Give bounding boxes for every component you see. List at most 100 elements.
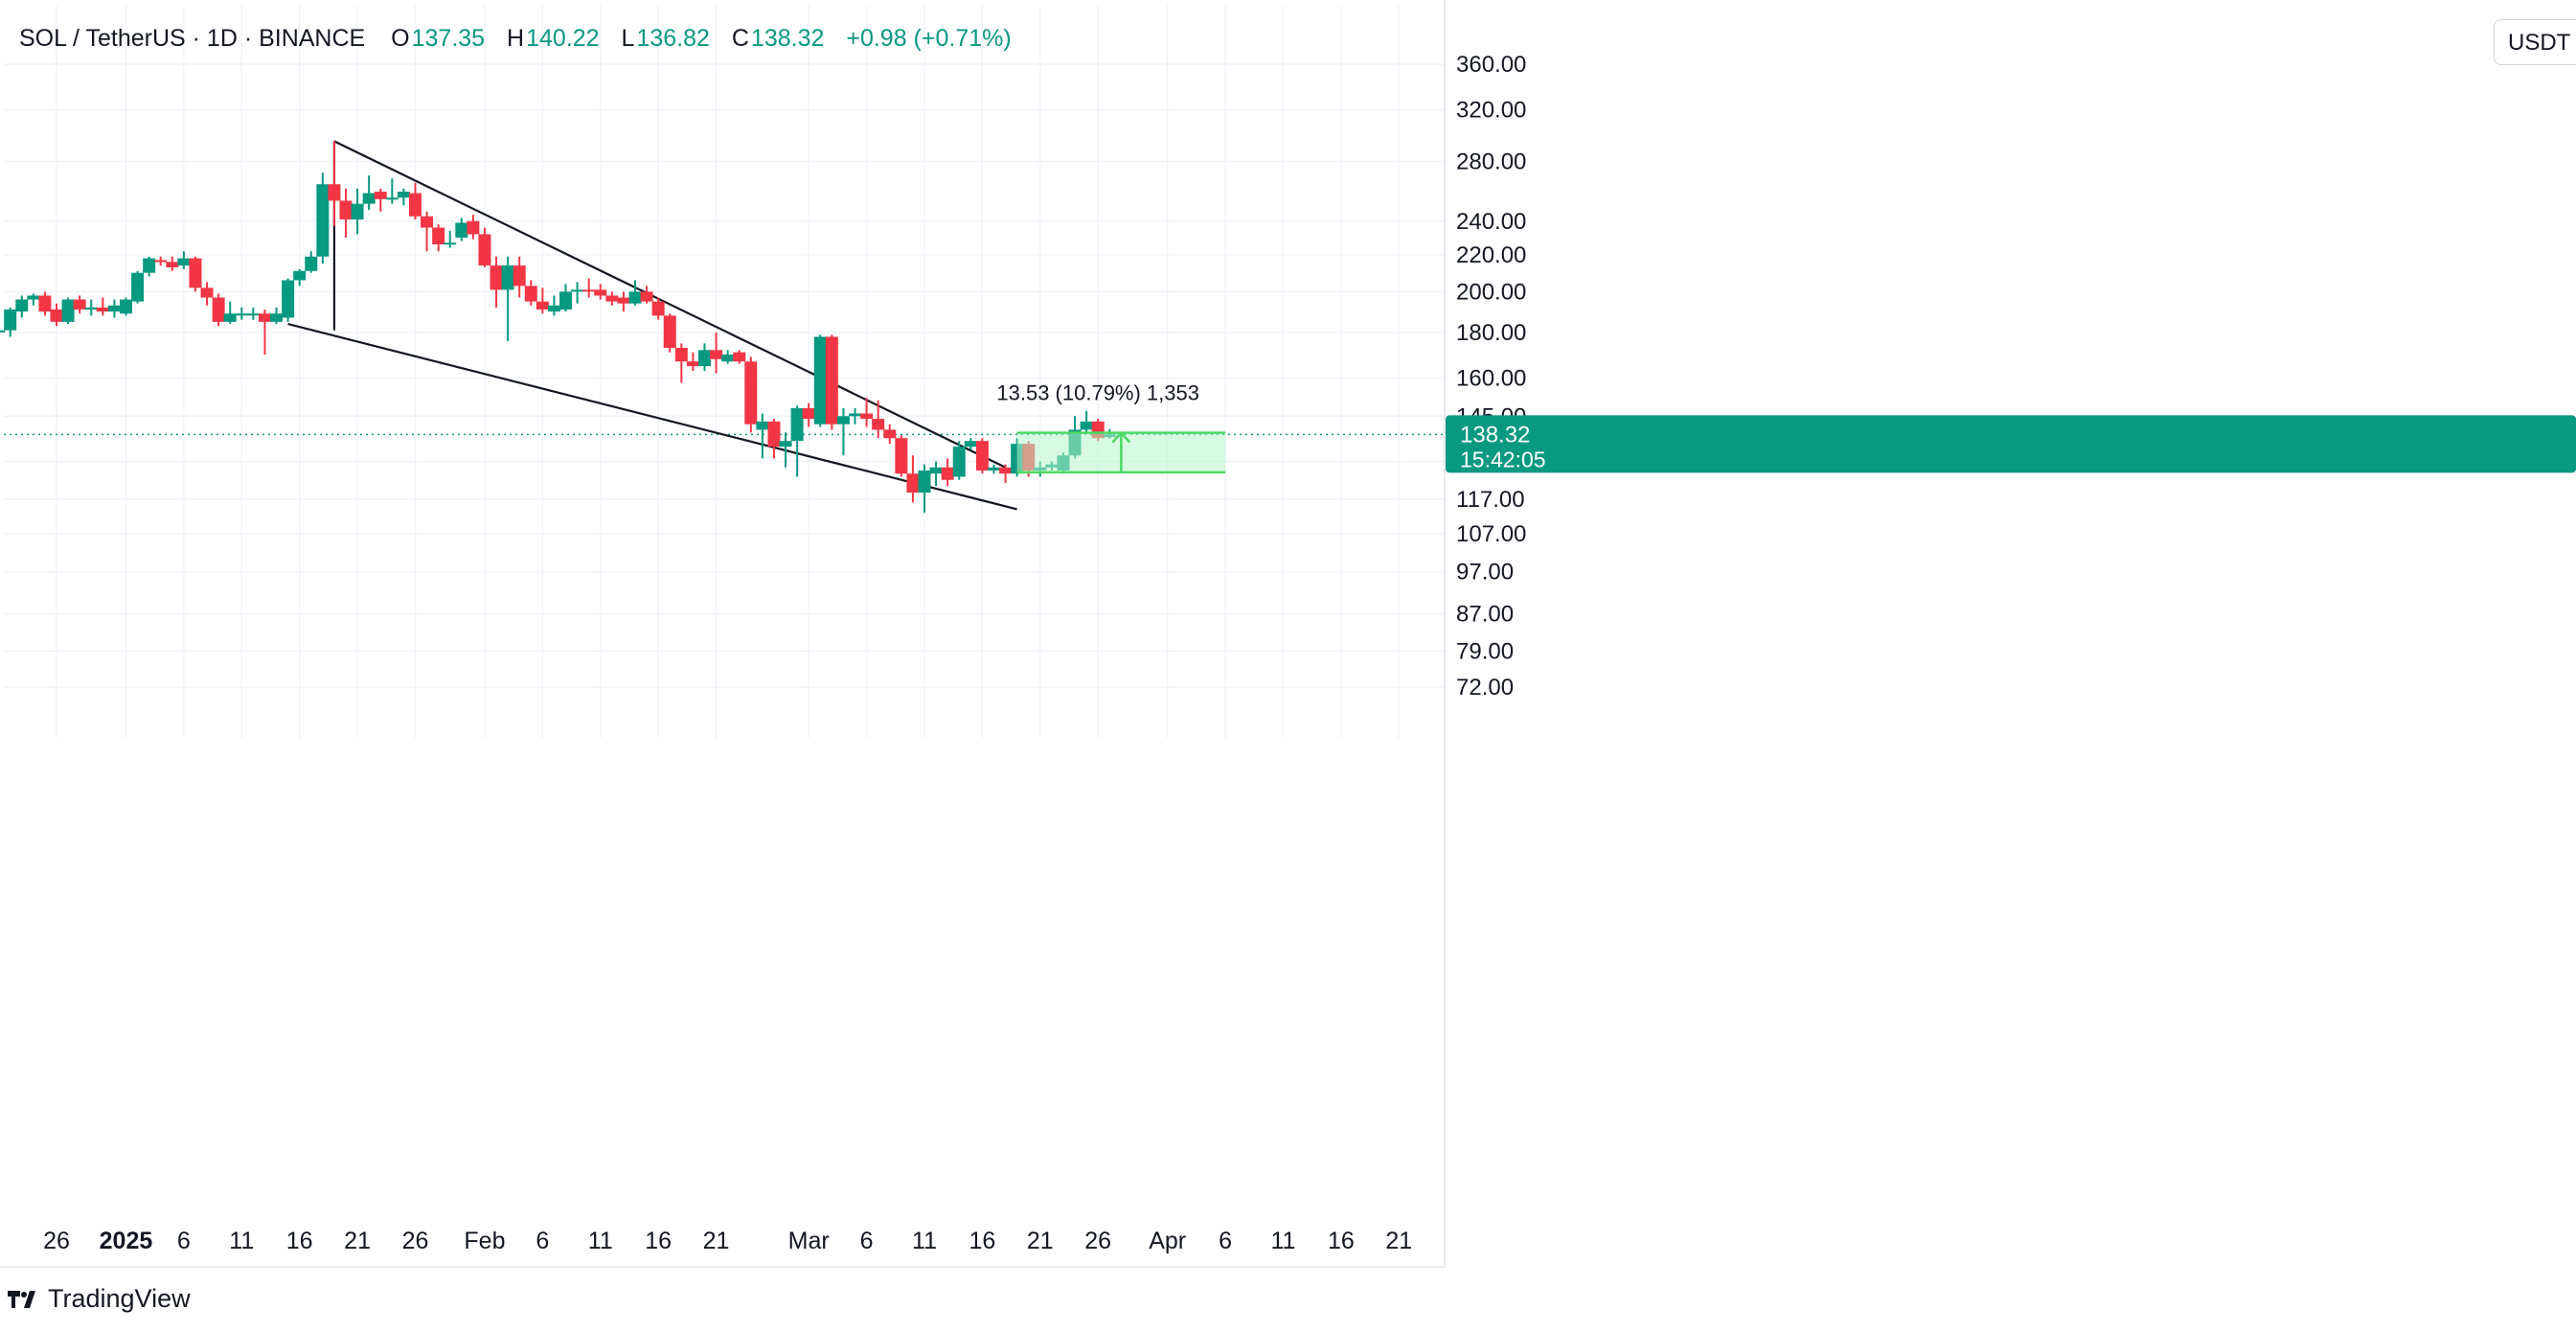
candle (143, 256, 156, 277)
tradingview-brand[interactable]: TradingView (6, 1284, 191, 1314)
candle (246, 307, 260, 320)
candle-body (883, 429, 897, 439)
candle-body (952, 447, 966, 477)
candle-body (802, 407, 815, 420)
candle-body (547, 305, 560, 312)
candle-body (674, 347, 688, 362)
x-tick-label: 6 (1219, 1228, 1232, 1254)
currency-button[interactable]: USDT (2494, 19, 2576, 65)
candle-body (50, 309, 63, 322)
y-tick-label: 320.00 (1456, 98, 1526, 124)
symbol-header: SOL / TetherUS · 1D · BINANCE O137.35 H1… (19, 25, 1027, 53)
change-value: +0.98 (+0.71%) (846, 25, 1012, 52)
candle (339, 188, 353, 238)
candle-body (189, 258, 202, 288)
low-value: 136.82 (636, 25, 710, 52)
candle (547, 295, 560, 316)
candle (640, 286, 653, 304)
candle (270, 307, 284, 325)
candle-body (432, 227, 445, 245)
candle (964, 438, 977, 450)
candle (96, 297, 109, 316)
candle (582, 278, 596, 298)
candle-body (467, 220, 480, 235)
candle-body (710, 350, 723, 359)
candle-body (328, 184, 341, 201)
candle (767, 419, 781, 459)
candle (1080, 410, 1093, 433)
x-tick-label: 21 (1027, 1228, 1054, 1254)
candle (594, 284, 607, 300)
candle-body (941, 467, 954, 480)
candle-body (872, 419, 885, 430)
x-tick-label: 26 (43, 1228, 70, 1254)
candle (27, 293, 40, 306)
candle (223, 301, 237, 325)
x-tick-label: 26 (1084, 1228, 1111, 1254)
candle (710, 332, 723, 374)
candle (0, 330, 6, 333)
candle-body (73, 299, 86, 310)
x-tick-label: 6 (177, 1228, 191, 1254)
measure-label: 13.53 (10.79%) 1,353 (996, 381, 1199, 405)
candle-body (385, 197, 399, 200)
candle-body (999, 467, 1013, 474)
candle (293, 268, 307, 287)
candle-body (490, 265, 503, 290)
candle-body (825, 336, 838, 425)
candle (779, 432, 792, 468)
high-value: 140.22 (526, 25, 600, 52)
candle (860, 398, 874, 427)
candle-body (559, 291, 573, 310)
candle-body (571, 289, 584, 292)
candle (235, 307, 248, 320)
candle-body (594, 289, 607, 296)
candle (836, 407, 850, 456)
y-tick-label: 280.00 (1456, 149, 1526, 174)
chart-grid (0, 0, 1446, 1268)
close-label: C (731, 25, 749, 52)
candle-body (651, 301, 665, 316)
last-price-value: 138.32 (1460, 422, 1530, 448)
candle-body (733, 352, 746, 362)
tradingview-logo-icon (8, 1290, 35, 1308)
y-tick-label: 97.00 (1456, 560, 1514, 586)
candle (84, 299, 98, 316)
high-label: H (507, 25, 525, 52)
candle-series (0, 141, 1116, 513)
candle-body (38, 295, 52, 312)
candle (73, 295, 86, 314)
candle-body (293, 270, 307, 281)
candle-body (143, 258, 156, 273)
candle (721, 350, 735, 364)
candle (351, 188, 364, 235)
symbol-title[interactable]: SOL / TetherUS · 1D · BINANCE (19, 25, 366, 52)
candle-body (305, 256, 318, 271)
candle-body (686, 361, 699, 367)
y-tick-label: 200.00 (1456, 279, 1526, 305)
candle (200, 282, 214, 306)
candle (513, 256, 526, 298)
candle-body (895, 438, 908, 474)
candle-body (84, 307, 98, 310)
candle (872, 400, 885, 439)
candle (697, 343, 711, 372)
open-value: 137.35 (411, 25, 486, 52)
candle (189, 256, 202, 292)
candle-body (836, 416, 850, 425)
candle (524, 280, 537, 306)
candle-body (107, 305, 121, 312)
trendline (287, 322, 1017, 511)
candle (444, 230, 457, 248)
candle-body (246, 313, 260, 316)
candle (119, 297, 132, 316)
candle-body (849, 413, 862, 417)
x-tick-label: Apr (1149, 1228, 1186, 1254)
candle-body (513, 265, 526, 287)
candle-body (697, 350, 711, 367)
candle-body (779, 441, 792, 448)
candle-body (316, 184, 330, 257)
x-tick-label: 21 (703, 1228, 730, 1254)
